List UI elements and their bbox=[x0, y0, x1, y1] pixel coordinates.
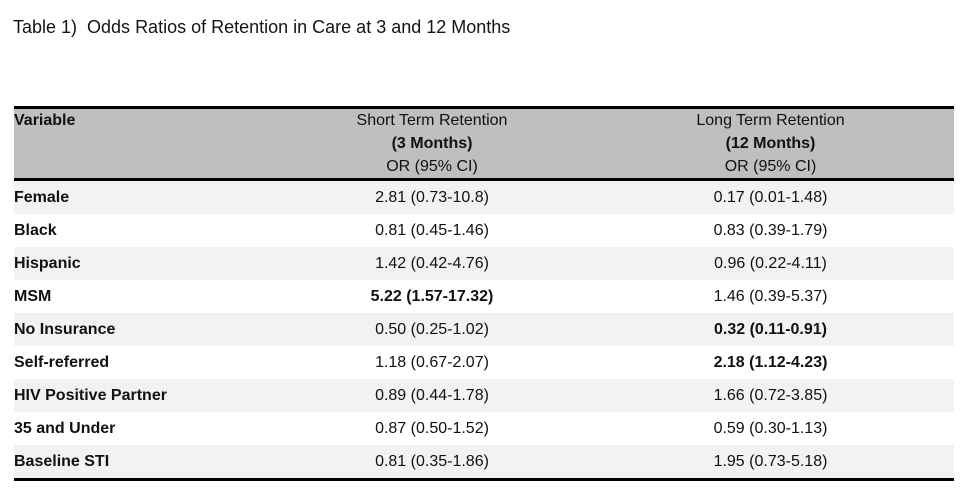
row-short-term-or: 0.50 (0.25-1.02) bbox=[375, 320, 489, 338]
row-short-term-or: 2.81 (0.73-10.8) bbox=[375, 188, 489, 206]
row-long-term-or: 0.83 (0.39-1.79) bbox=[713, 221, 828, 239]
header-variable: Variable bbox=[14, 106, 277, 181]
header-short-term-line2: (3 Months) bbox=[391, 135, 473, 152]
table-caption: Table 1) Odds Ratios of Retention in Car… bbox=[13, 17, 511, 37]
row-variable: Self-referred bbox=[14, 353, 110, 371]
header-short-term-line1: Short Term Retention bbox=[356, 112, 508, 129]
table-row: Female 2.81 (0.73-10.8) 0.17 (0.01-1.48) bbox=[14, 179, 954, 214]
table-row: Hispanic 1.42 (0.42-4.76) 0.96 (0.22-4.1… bbox=[14, 247, 954, 280]
row-short-term-or: 0.81 (0.35-1.86) bbox=[277, 445, 587, 481]
row-short-term-or: 0.81 (0.45-1.46) bbox=[375, 221, 489, 239]
row-short-term-or: 0.87 (0.50-1.52) bbox=[375, 419, 489, 437]
row-variable: Black bbox=[14, 221, 57, 239]
row-short-term-or: 1.42 (0.42-4.76) bbox=[375, 254, 489, 272]
header-long-term-line3: OR (95% CI) bbox=[724, 158, 817, 175]
row-long-term-or: 0.59 (0.30-1.13) bbox=[713, 419, 828, 437]
odds-ratio-table: Variable Short Term Retention (3 Months)… bbox=[14, 106, 954, 481]
table-row: Self-referred 1.18 (0.67-2.07) 2.18 (1.1… bbox=[14, 346, 954, 379]
header-row: Variable Short Term Retention (3 Months)… bbox=[14, 106, 954, 181]
row-short-term-or: 5.22 (1.57-17.32) bbox=[370, 287, 494, 305]
table-body: Female 2.81 (0.73-10.8) 0.17 (0.01-1.48)… bbox=[14, 179, 954, 481]
row-variable: No Insurance bbox=[14, 320, 116, 338]
row-short-term-or: 0.89 (0.44-1.78) bbox=[375, 386, 489, 404]
row-long-term-or: 0.32 (0.11-0.91) bbox=[714, 320, 827, 338]
table-row: Baseline STI 0.81 (0.35-1.86) 1.95 (0.73… bbox=[14, 445, 954, 481]
row-variable: Female bbox=[14, 188, 70, 206]
header-short-term: Short Term Retention (3 Months) OR (95% … bbox=[277, 106, 587, 181]
header-short-term-line3: OR (95% CI) bbox=[386, 158, 478, 175]
table-row: No Insurance 0.50 (0.25-1.02) 0.32 (0.11… bbox=[14, 313, 954, 346]
header-long-term-line1: Long Term Retention bbox=[696, 112, 845, 129]
table-row: 35 and Under 0.87 (0.50-1.52) 0.59 (0.30… bbox=[14, 412, 954, 445]
row-variable: 35 and Under bbox=[14, 419, 116, 437]
row-variable: HIV Positive Partner bbox=[14, 386, 167, 404]
header-long-term-line2: (12 Months) bbox=[725, 135, 816, 152]
table-row: HIV Positive Partner 0.89 (0.44-1.78) 1.… bbox=[14, 379, 954, 412]
row-long-term-or: 1.95 (0.73-5.18) bbox=[587, 445, 954, 481]
table-row: MSM 5.22 (1.57-17.32) 1.46 (0.39-5.37) bbox=[14, 280, 954, 313]
row-variable: MSM bbox=[14, 287, 52, 305]
row-variable: Baseline STI bbox=[14, 445, 277, 481]
table-header: Variable Short Term Retention (3 Months)… bbox=[14, 106, 954, 181]
row-variable: Hispanic bbox=[14, 254, 81, 272]
row-long-term-or: 0.96 (0.22-4.11) bbox=[714, 254, 827, 272]
row-long-term-or: 0.17 (0.01-1.48) bbox=[713, 188, 828, 206]
header-long-term: Long Term Retention (12 Months) OR (95% … bbox=[587, 106, 954, 181]
row-long-term-or: 1.66 (0.72-3.85) bbox=[713, 386, 828, 404]
row-long-term-or: 2.18 (1.12-4.23) bbox=[713, 353, 828, 371]
row-short-term-or: 1.18 (0.67-2.07) bbox=[375, 353, 489, 371]
table-row: Black 0.81 (0.45-1.46) 0.83 (0.39-1.79) bbox=[14, 214, 954, 247]
row-long-term-or: 1.46 (0.39-5.37) bbox=[713, 287, 828, 305]
